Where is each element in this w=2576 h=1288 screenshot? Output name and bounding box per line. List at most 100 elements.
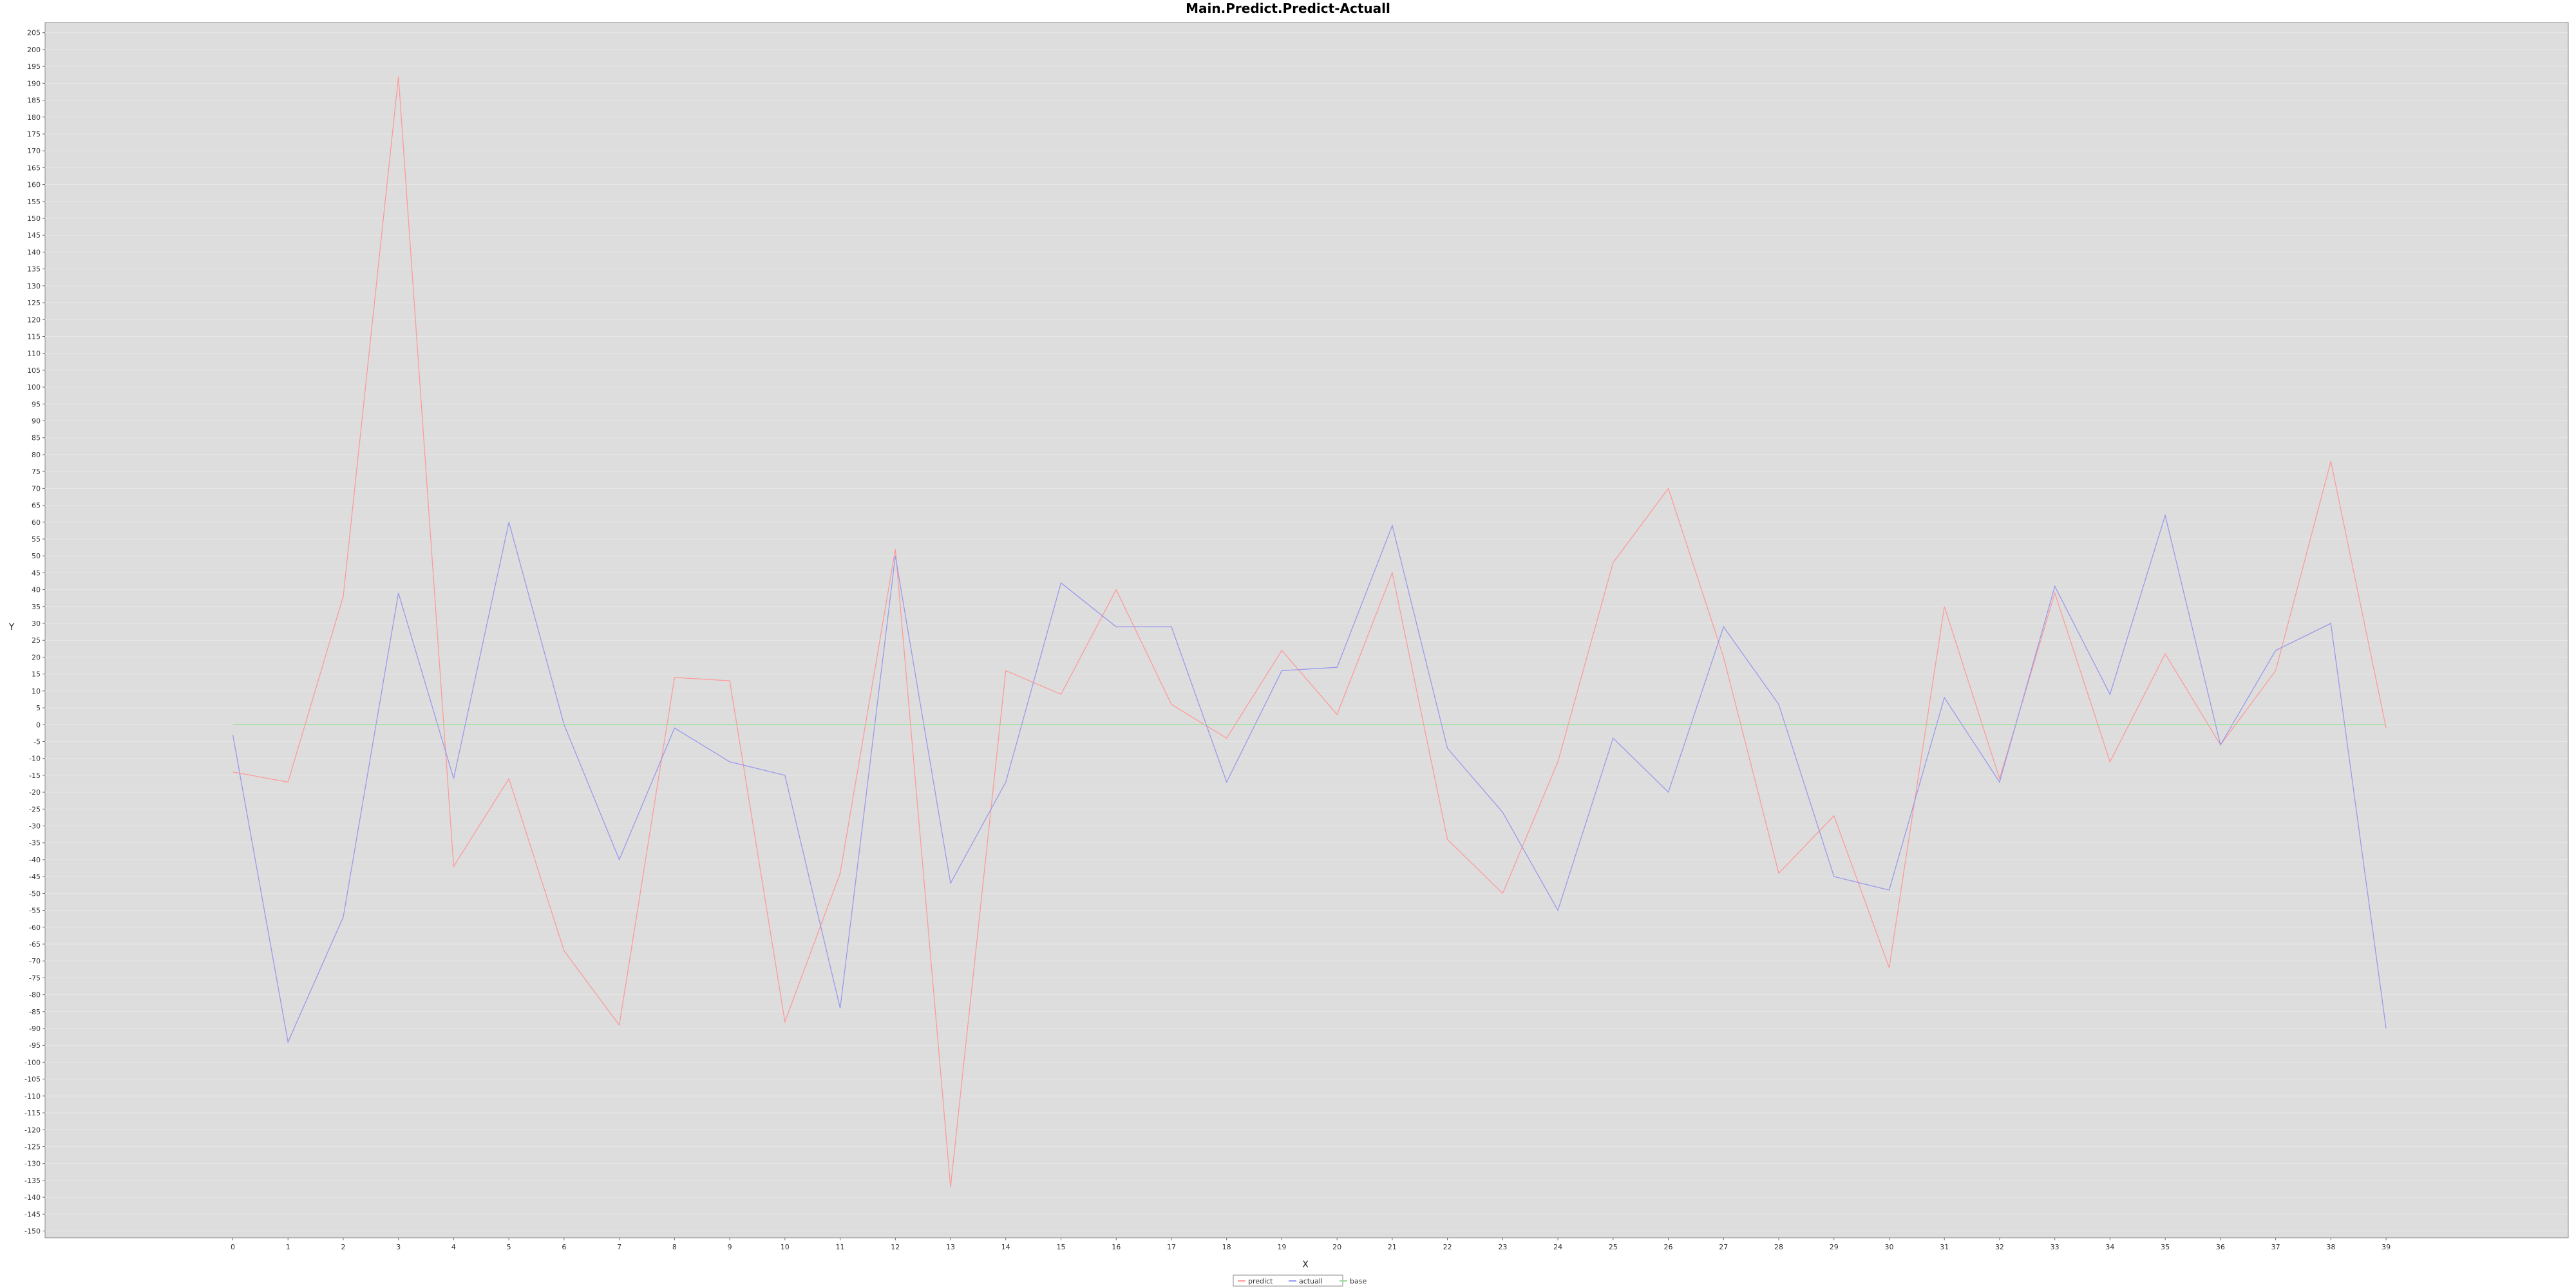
y-tick-label: 30 (32, 620, 41, 628)
x-tick-label: 28 (1774, 1243, 1783, 1251)
x-tick-label: 2 (341, 1243, 345, 1251)
x-tick-label: 39 (2382, 1243, 2391, 1251)
y-tick-label: 75 (32, 468, 41, 476)
gridlines (45, 32, 2568, 1232)
y-tick-label: 15 (32, 670, 41, 679)
x-tick-label: 0 (231, 1243, 235, 1251)
plot-area (44, 22, 2569, 1238)
y-tick-label: -80 (29, 991, 41, 999)
y-tick-label: -90 (29, 1025, 41, 1033)
y-tick-label: -150 (24, 1227, 41, 1236)
series-line-actuall (232, 513, 2387, 1044)
y-tick-label: -140 (24, 1193, 41, 1202)
legend: predict actuall base (1233, 1274, 1367, 1287)
y-tick-label: 85 (32, 434, 41, 442)
y-tick-label: -45 (29, 873, 41, 881)
x-tick-label: 30 (1884, 1243, 1893, 1251)
y-tick-label: -135 (24, 1177, 41, 1185)
y-tick-label: 60 (32, 518, 41, 527)
x-axis-ticks: 0 1 2 3 4 5 6 7 8 9 10 11 12 13 14 15 16 17 18 19 20 21 22 23 24… (231, 1238, 2391, 1251)
y-tick-label: 140 (27, 248, 41, 256)
y-tick-label: 110 (27, 350, 41, 358)
y-tick-label: 0 (36, 721, 41, 729)
y-tick-label: -95 (29, 1041, 41, 1050)
y-tick-label: 180 (27, 113, 41, 122)
y-tick-label: -25 (29, 805, 41, 813)
y-tick-label: 125 (27, 299, 41, 307)
x-tick-label: 21 (1388, 1243, 1397, 1251)
y-tick-label: -40 (29, 856, 41, 864)
x-tick-label: 29 (1830, 1243, 1839, 1251)
x-tick-label: 25 (1609, 1243, 1618, 1251)
x-tick-label: 11 (836, 1243, 845, 1251)
x-tick-label: 38 (2326, 1243, 2335, 1251)
y-tick-label: 195 (27, 62, 41, 71)
x-tick-label: 9 (728, 1243, 732, 1251)
y-tick-label: -35 (29, 839, 41, 848)
x-tick-label: 24 (1553, 1243, 1562, 1251)
y-tick-label: 170 (27, 147, 41, 155)
chart-title: Main.Predict.Predict-Actuall (1186, 1, 1390, 16)
y-tick-label: -75 (29, 974, 41, 982)
y-tick-label: 200 (27, 46, 41, 54)
y-tick-label: 10 (32, 687, 41, 696)
x-tick-label: 34 (2105, 1243, 2114, 1251)
series-lines (232, 76, 2387, 1188)
y-tick-label: 135 (27, 265, 41, 274)
legend-label-base: base (1350, 1277, 1367, 1285)
x-axis-label: X (1302, 1260, 1309, 1270)
y-tick-label: -55 (29, 907, 41, 915)
x-tick-label: 12 (891, 1243, 900, 1251)
x-tick-label: 7 (617, 1243, 621, 1251)
y-axis-label: Y (8, 622, 15, 632)
x-tick-label: 20 (1332, 1243, 1341, 1251)
x-tick-label: 26 (1664, 1243, 1673, 1251)
y-tick-label: 100 (27, 383, 41, 392)
y-tick-label: 70 (32, 484, 41, 493)
y-tick-label: -85 (29, 1008, 41, 1016)
x-tick-label: 10 (781, 1243, 790, 1251)
y-tick-label: -100 (24, 1058, 41, 1066)
y-tick-label: 80 (32, 451, 41, 459)
y-tick-label: 185 (27, 97, 41, 105)
y-tick-label: 25 (32, 636, 41, 645)
y-tick-label: 20 (32, 653, 41, 661)
y-tick-label: -70 (29, 957, 41, 965)
y-tick-label: 55 (32, 535, 41, 544)
legend-label-actuall: actuall (1299, 1277, 1323, 1285)
x-tick-label: 31 (1940, 1243, 1949, 1251)
y-tick-label: 95 (32, 400, 41, 408)
y-axis-ticks: -150-145-140-135-130-125-120-115-110-105… (24, 29, 45, 1236)
y-tick-label: -20 (29, 788, 41, 797)
x-tick-label: 5 (507, 1243, 511, 1251)
x-tick-label: 16 (1112, 1243, 1121, 1251)
x-tick-label: 18 (1222, 1243, 1231, 1251)
y-tick-label: 175 (27, 130, 41, 138)
legend-label-predict: predict (1248, 1277, 1273, 1285)
y-tick-label: 115 (27, 332, 41, 341)
y-tick-label: 155 (27, 198, 41, 206)
y-tick-label: -105 (24, 1075, 41, 1084)
x-tick-label: 23 (1498, 1243, 1507, 1251)
y-tick-label: -65 (29, 940, 41, 949)
x-tick-label: 36 (2216, 1243, 2225, 1251)
x-tick-label: 22 (1443, 1243, 1452, 1251)
y-tick-label: 5 (36, 704, 41, 712)
x-tick-label: 35 (2161, 1243, 2170, 1251)
y-tick-label: 65 (32, 502, 41, 510)
y-tick-label: -50 (29, 889, 41, 898)
x-tick-label: 13 (946, 1243, 955, 1251)
y-tick-label: 160 (27, 181, 41, 189)
x-tick-label: 17 (1167, 1243, 1176, 1251)
y-tick-label: 205 (27, 29, 41, 37)
y-tick-label: -5 (33, 737, 41, 746)
y-tick-label: -145 (24, 1210, 41, 1218)
x-tick-label: 14 (1001, 1243, 1010, 1251)
series-line-predict (232, 76, 2387, 1188)
y-tick-label: -120 (24, 1126, 41, 1134)
x-tick-label: 3 (396, 1243, 401, 1251)
y-tick-label: 150 (27, 214, 41, 223)
y-tick-label: 145 (27, 231, 41, 240)
x-tick-label: 19 (1277, 1243, 1286, 1251)
